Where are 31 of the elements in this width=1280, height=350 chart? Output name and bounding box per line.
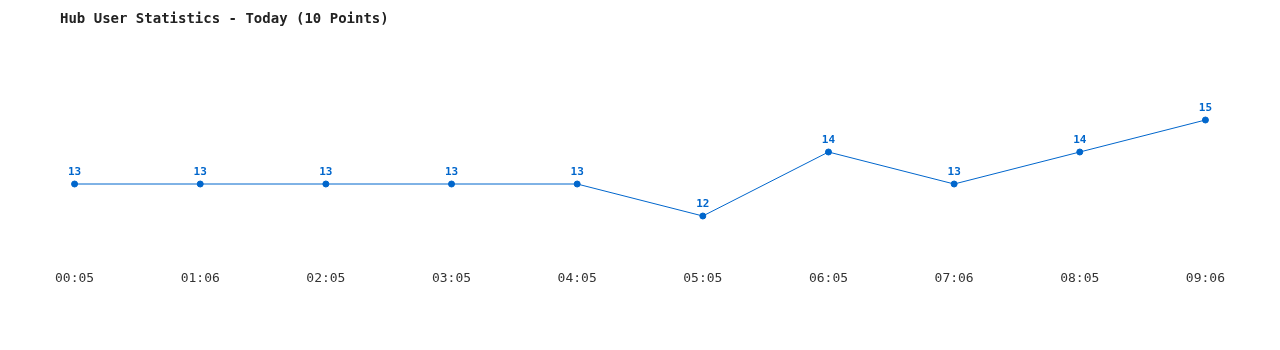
point [699, 212, 707, 220]
data-label: 13 [947, 165, 961, 179]
x-tick-label: 04:05 [557, 270, 597, 286]
point [1201, 116, 1209, 124]
point [322, 180, 330, 188]
x-tick-label: 08:05 [1060, 270, 1100, 286]
data-label: 13 [444, 165, 459, 179]
data-label: 14 [821, 133, 836, 147]
data-label: 14 [1073, 133, 1087, 147]
data-label: 13 [193, 165, 207, 179]
data-label: 15 [1198, 101, 1213, 115]
x-tick-label: 02:05 [306, 270, 346, 286]
x-tick-label: 01:06 [180, 270, 220, 286]
chart-title: Hub User Statistics - Today (10 Points) [60, 10, 389, 26]
data-label: 12 [696, 197, 710, 211]
x-tick-label: 00:05 [55, 270, 95, 286]
point [824, 148, 832, 156]
point [448, 180, 456, 188]
x-tick-label: 07:06 [934, 270, 974, 286]
x-tick-label: 06:05 [808, 270, 849, 286]
data-label: 13 [67, 165, 82, 179]
data-label: 13 [319, 165, 333, 179]
point [950, 180, 958, 188]
x-tick-label: 09:06 [1185, 270, 1225, 286]
x-tick-label: 05:05 [683, 270, 723, 286]
point [71, 180, 79, 188]
data-label: 13 [570, 165, 584, 179]
point [196, 180, 204, 188]
point [573, 180, 581, 188]
x-tick-label: 03:05 [431, 270, 472, 286]
point [1076, 148, 1084, 156]
